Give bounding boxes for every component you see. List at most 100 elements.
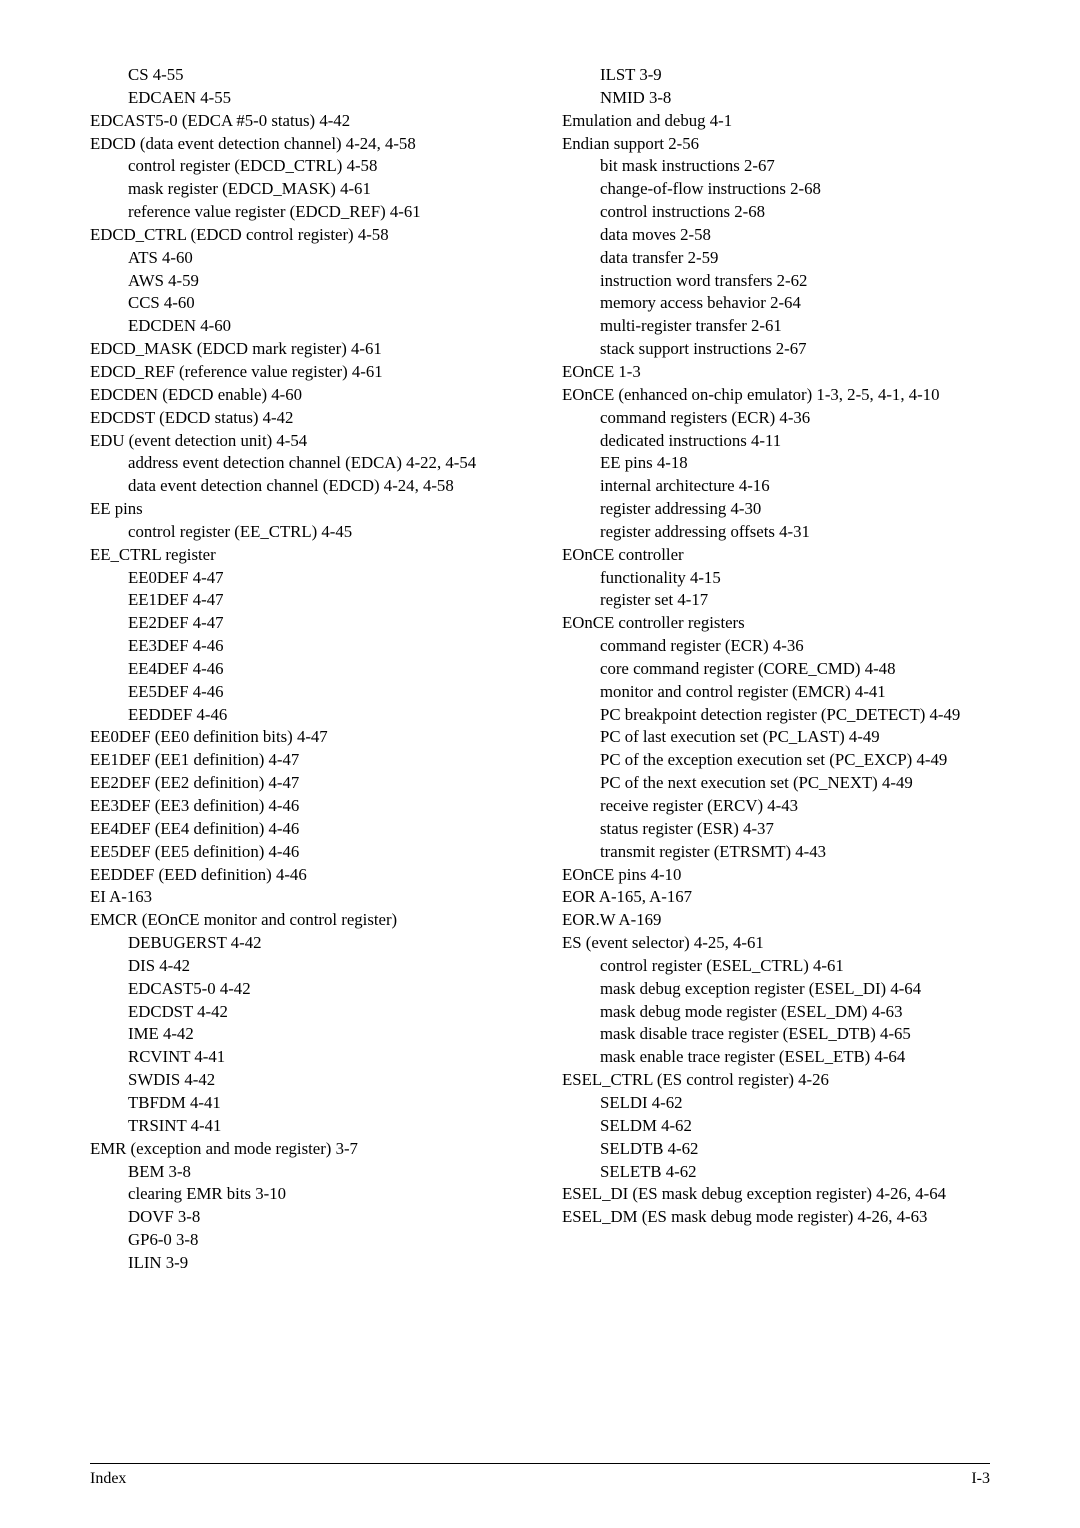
index-entry: EMR (exception and mode register) 3-7 xyxy=(90,1138,518,1161)
index-entry: TRSINT 4-41 xyxy=(90,1115,518,1138)
index-entry: EDCDST (EDCD status) 4-42 xyxy=(90,407,518,430)
index-entry: mask debug exception register (ESEL_DI) … xyxy=(562,978,990,1001)
index-entry: stack support instructions 2-67 xyxy=(562,338,990,361)
index-entry: multi-register transfer 2-61 xyxy=(562,315,990,338)
index-entry: control register (ESEL_CTRL) 4-61 xyxy=(562,955,990,978)
index-entry: EDCD_MASK (EDCD mark register) 4-61 xyxy=(90,338,518,361)
index-entry: register addressing 4-30 xyxy=(562,498,990,521)
index-entry: PC breakpoint detection register (PC_DET… xyxy=(562,704,990,727)
index-entry: EDCDST 4-42 xyxy=(90,1001,518,1024)
index-entry: Endian support 2-56 xyxy=(562,133,990,156)
index-entry: BEM 3-8 xyxy=(90,1161,518,1184)
index-entry: SELDI 4-62 xyxy=(562,1092,990,1115)
left-column: CS 4-55EDCAEN 4-55EDCAST5-0 (EDCA #5-0 s… xyxy=(90,64,518,1275)
index-entry: ESEL_CTRL (ES control register) 4-26 xyxy=(562,1069,990,1092)
index-entry: SELDTB 4-62 xyxy=(562,1138,990,1161)
index-entry: receive register (ERCV) 4-43 xyxy=(562,795,990,818)
index-entry: bit mask instructions 2-67 xyxy=(562,155,990,178)
index-entry: AWS 4-59 xyxy=(90,270,518,293)
index-entry: EE4DEF 4-46 xyxy=(90,658,518,681)
index-entry: EMCR (EOnCE monitor and control register… xyxy=(90,909,518,932)
index-entry: EE3DEF 4-46 xyxy=(90,635,518,658)
page-footer: Index I-3 xyxy=(90,1463,990,1488)
index-columns: CS 4-55EDCAEN 4-55EDCAST5-0 (EDCA #5-0 s… xyxy=(90,64,990,1275)
index-entry: CS 4-55 xyxy=(90,64,518,87)
index-entry: mask register (EDCD_MASK) 4-61 xyxy=(90,178,518,201)
index-entry: mask enable trace register (ESEL_ETB) 4-… xyxy=(562,1046,990,1069)
index-entry: command registers (ECR) 4-36 xyxy=(562,407,990,430)
index-entry: dedicated instructions 4-11 xyxy=(562,430,990,453)
index-entry: EDCDEN 4-60 xyxy=(90,315,518,338)
index-entry: address event detection channel (EDCA) 4… xyxy=(90,452,518,475)
index-entry: EOR.W A-169 xyxy=(562,909,990,932)
index-entry: internal architecture 4-16 xyxy=(562,475,990,498)
index-entry: EDCAEN 4-55 xyxy=(90,87,518,110)
index-entry: PC of the next execution set (PC_NEXT) 4… xyxy=(562,772,990,795)
index-entry: control register (EDCD_CTRL) 4-58 xyxy=(90,155,518,178)
index-entry: SWDIS 4-42 xyxy=(90,1069,518,1092)
index-entry: NMID 3-8 xyxy=(562,87,990,110)
index-entry: ES (event selector) 4-25, 4-61 xyxy=(562,932,990,955)
index-entry: EDCDEN (EDCD enable) 4-60 xyxy=(90,384,518,407)
index-entry: EDCD_REF (reference value register) 4-61 xyxy=(90,361,518,384)
index-entry: DOVF 3-8 xyxy=(90,1206,518,1229)
index-entry: control instructions 2-68 xyxy=(562,201,990,224)
index-entry: SELETB 4-62 xyxy=(562,1161,990,1184)
index-entry: core command register (CORE_CMD) 4-48 xyxy=(562,658,990,681)
index-entry: EEDDEF (EED definition) 4-46 xyxy=(90,864,518,887)
index-entry: control register (EE_CTRL) 4-45 xyxy=(90,521,518,544)
index-entry: EI A-163 xyxy=(90,886,518,909)
index-entry: ATS 4-60 xyxy=(90,247,518,270)
index-entry: SELDM 4-62 xyxy=(562,1115,990,1138)
index-entry: EE5DEF (EE5 definition) 4-46 xyxy=(90,841,518,864)
index-entry: EEDDEF 4-46 xyxy=(90,704,518,727)
index-entry: clearing EMR bits 3-10 xyxy=(90,1183,518,1206)
index-entry: EE pins xyxy=(90,498,518,521)
index-entry: data moves 2-58 xyxy=(562,224,990,247)
index-entry: ESEL_DI (ES mask debug exception registe… xyxy=(562,1183,990,1206)
index-entry: mask disable trace register (ESEL_DTB) 4… xyxy=(562,1023,990,1046)
index-entry: EE1DEF 4-47 xyxy=(90,589,518,612)
index-entry: EOnCE pins 4-10 xyxy=(562,864,990,887)
index-entry: RCVINT 4-41 xyxy=(90,1046,518,1069)
index-entry: CCS 4-60 xyxy=(90,292,518,315)
index-entry: monitor and control register (EMCR) 4-41 xyxy=(562,681,990,704)
index-entry: TBFDM 4-41 xyxy=(90,1092,518,1115)
index-entry: Emulation and debug 4-1 xyxy=(562,110,990,133)
footer-right: I-3 xyxy=(971,1470,990,1488)
page: CS 4-55EDCAEN 4-55EDCAST5-0 (EDCA #5-0 s… xyxy=(0,0,1080,1528)
index-entry: EOnCE (enhanced on-chip emulator) 1-3, 2… xyxy=(562,384,990,407)
index-entry: EOnCE controller registers xyxy=(562,612,990,635)
index-entry: EDU (event detection unit) 4-54 xyxy=(90,430,518,453)
index-entry: EE0DEF 4-47 xyxy=(90,567,518,590)
index-entry: EE_CTRL register xyxy=(90,544,518,567)
index-entry: PC of last execution set (PC_LAST) 4-49 xyxy=(562,726,990,749)
index-entry: EE3DEF (EE3 definition) 4-46 xyxy=(90,795,518,818)
index-entry: ILST 3-9 xyxy=(562,64,990,87)
index-entry: EOR A-165, A-167 xyxy=(562,886,990,909)
index-entry: EE1DEF (EE1 definition) 4-47 xyxy=(90,749,518,772)
index-entry: EE0DEF (EE0 definition bits) 4-47 xyxy=(90,726,518,749)
index-entry: EE4DEF (EE4 definition) 4-46 xyxy=(90,818,518,841)
index-entry: EDCD_CTRL (EDCD control register) 4-58 xyxy=(90,224,518,247)
index-entry: reference value register (EDCD_REF) 4-61 xyxy=(90,201,518,224)
index-entry: IME 4-42 xyxy=(90,1023,518,1046)
index-entry: EDCAST5-0 (EDCA #5-0 status) 4-42 xyxy=(90,110,518,133)
index-entry: GP6-0 3-8 xyxy=(90,1229,518,1252)
index-entry: EDCD (data event detection channel) 4-24… xyxy=(90,133,518,156)
index-entry: register addressing offsets 4-31 xyxy=(562,521,990,544)
index-entry: data event detection channel (EDCD) 4-24… xyxy=(90,475,518,498)
right-column: ILST 3-9NMID 3-8Emulation and debug 4-1E… xyxy=(562,64,990,1275)
footer-left: Index xyxy=(90,1470,126,1488)
index-entry: PC of the exception execution set (PC_EX… xyxy=(562,749,990,772)
index-entry: EE pins 4-18 xyxy=(562,452,990,475)
index-entry: EOnCE controller xyxy=(562,544,990,567)
index-entry: ILIN 3-9 xyxy=(90,1252,518,1275)
index-entry: transmit register (ETRSMT) 4-43 xyxy=(562,841,990,864)
index-entry: EDCAST5-0 4-42 xyxy=(90,978,518,1001)
index-entry: change-of-flow instructions 2-68 xyxy=(562,178,990,201)
index-entry: DIS 4-42 xyxy=(90,955,518,978)
index-entry: data transfer 2-59 xyxy=(562,247,990,270)
index-entry: functionality 4-15 xyxy=(562,567,990,590)
index-entry: EE5DEF 4-46 xyxy=(90,681,518,704)
